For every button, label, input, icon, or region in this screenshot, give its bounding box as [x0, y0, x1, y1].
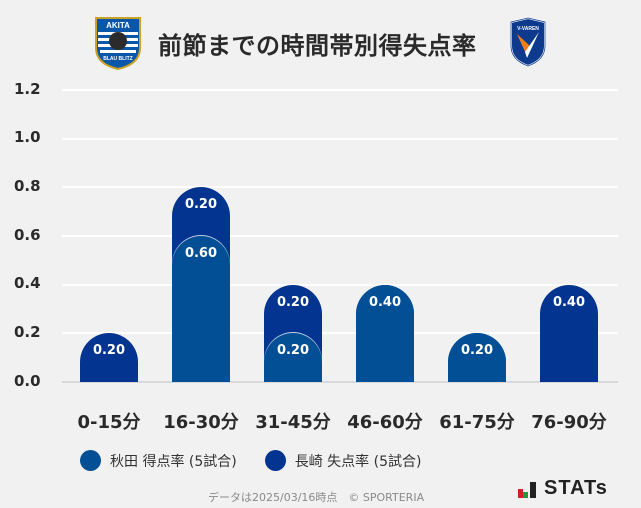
- gridline: [62, 284, 618, 286]
- data-source-note: データは2025/03/16時点 © SPORTERIA: [208, 491, 425, 504]
- legend-item-nagasaki[interactable]: 長崎 失点率 (5試合): [264, 450, 422, 471]
- bar-segment-akita: [264, 333, 322, 382]
- chart-legend: 秋田 得点率 (5試合) 長崎 失点率 (5試合): [80, 450, 449, 471]
- svg-text:V-VAREN: V-VAREN: [517, 26, 539, 32]
- legend-dot-icon: [80, 450, 101, 471]
- x-tick: 61-75分: [439, 412, 515, 433]
- bar-value-label: 0.40: [552, 294, 586, 310]
- x-tick: 46-60分: [347, 412, 423, 433]
- bar-0-15分[interactable]: 0.20: [80, 333, 138, 382]
- bar-16-30分[interactable]: 0.60 0.20: [172, 187, 230, 382]
- stats-bars-icon: [518, 482, 536, 498]
- stats-brand-text: STATs: [544, 477, 608, 499]
- chart-plot-area: 1.2 1.0 0.8 0.6 0.4 0.2 0.0 0.20 0.60 0.20…: [14, 80, 618, 433]
- x-tick: 0-15分: [77, 412, 141, 433]
- y-tick: 1.0: [14, 128, 41, 146]
- bar-46-60分[interactable]: 0.40: [356, 284, 414, 382]
- legend-label: 長崎 失点率 (5試合): [294, 453, 422, 470]
- bar-value-label: 0.20: [276, 343, 310, 359]
- x-axis-baseline: [62, 381, 618, 383]
- bar-value-label: 0.20: [184, 197, 218, 213]
- gridline: [62, 186, 618, 188]
- chart-header: AKITA BLAU BLITZ 前節までの時間帯別得失点率 V-VAREN: [0, 12, 641, 72]
- gridline: [62, 138, 618, 140]
- y-tick: 0.6: [14, 226, 41, 244]
- bar-76-90分[interactable]: 0.40: [540, 284, 598, 382]
- bar-segment-akita: [356, 284, 414, 382]
- x-tick: 31-45分: [255, 412, 331, 433]
- bar-value-label: 0.40: [368, 294, 402, 310]
- bar-value-label: 0.60: [184, 246, 218, 262]
- bar-31-45分[interactable]: 0.20 0.20: [264, 284, 322, 382]
- bar-segment-akita: [172, 236, 230, 382]
- bar-value-label: 0.20: [92, 343, 126, 359]
- gridline: [62, 89, 618, 91]
- y-tick: 0.4: [14, 274, 41, 292]
- x-tick: 16-30分: [163, 412, 239, 433]
- bar-61-75分[interactable]: 0.20: [448, 333, 506, 382]
- y-tick: 0.2: [14, 323, 41, 341]
- bar-value-label: 0.20: [460, 343, 494, 359]
- y-tick: 0.8: [14, 177, 41, 195]
- stats-brand-logo: STATs: [518, 478, 608, 498]
- chart-title: 前節までの時間帯別得失点率: [158, 32, 477, 60]
- legend-dot-icon: [264, 450, 286, 471]
- svg-text:AKITA: AKITA: [106, 21, 130, 30]
- bar-segment-akita: [448, 333, 506, 382]
- gridline: [62, 235, 618, 237]
- legend-item-akita[interactable]: 秋田 得点率 (5試合): [80, 450, 237, 471]
- legend-label: 秋田 得点率 (5試合): [110, 453, 237, 470]
- v-varen-nagasaki-crest-icon: V-VAREN: [510, 16, 546, 68]
- x-tick: 76-90分: [531, 412, 607, 433]
- akita-blaublitz-crest-icon: AKITA BLAU BLITZ: [95, 17, 141, 70]
- svg-text:BLAU BLITZ: BLAU BLITZ: [103, 56, 132, 62]
- gridline: [62, 332, 618, 334]
- bar-value-label: 0.20: [276, 294, 310, 310]
- y-tick: 0.0: [14, 372, 41, 390]
- y-tick: 1.2: [14, 80, 41, 98]
